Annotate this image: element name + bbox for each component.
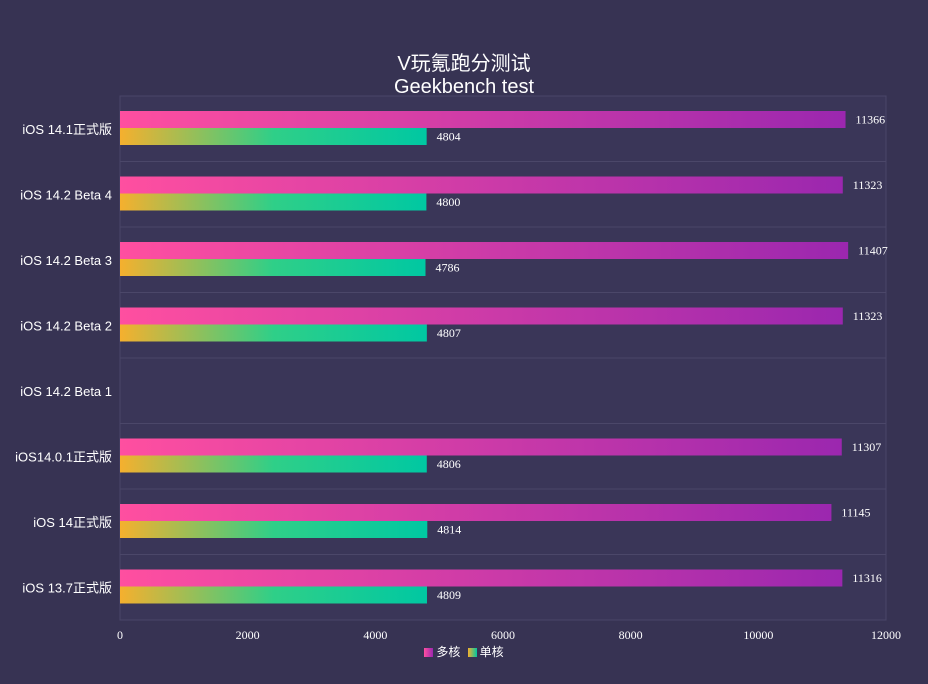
legend: 多核 单核 — [0, 643, 928, 660]
x-tick-label: 2000 — [236, 628, 260, 642]
bar-multi-core[interactable] — [120, 176, 843, 194]
value-label-single-core: 4800 — [436, 195, 460, 209]
value-label-multi-core: 11366 — [856, 113, 886, 127]
bar-single-core[interactable] — [120, 259, 426, 276]
y-category-label: iOS 14.2 Beta 4 — [20, 187, 112, 202]
value-label-single-core: 4809 — [437, 588, 461, 602]
legend-swatch-single — [467, 648, 477, 657]
value-label-single-core: 4804 — [437, 130, 461, 144]
x-tick-label: 0 — [117, 628, 123, 642]
y-category-label: iOS 13.7正式版 — [22, 580, 112, 595]
bar-single-core[interactable] — [120, 324, 427, 342]
bar-multi-core[interactable] — [120, 504, 832, 521]
y-category-label: iOS14.0.1正式版 — [15, 449, 112, 464]
bar-multi-core[interactable] — [120, 307, 843, 325]
chart-subtitle: Geekbench test — [393, 76, 535, 98]
bar-multi-core[interactable] — [120, 569, 843, 587]
y-category-label: iOS 14正式版 — [33, 515, 112, 530]
bar-single-core[interactable] — [120, 455, 427, 473]
value-label-single-core: 4807 — [437, 326, 461, 340]
chart-title: V玩氪跑分测试 — [397, 53, 531, 75]
y-category-label: iOS 14.1正式版 — [22, 122, 112, 137]
bar-multi-core[interactable] — [120, 242, 849, 259]
bar-multi-core[interactable] — [120, 438, 842, 456]
x-tick-label: 4000 — [363, 628, 387, 642]
x-tick-label: 10000 — [743, 628, 773, 642]
bar-single-core[interactable] — [120, 521, 428, 538]
value-label-multi-core: 11323 — [853, 178, 883, 192]
value-label-single-core: 4814 — [437, 523, 461, 537]
x-tick-label: 6000 — [491, 628, 515, 642]
bar-single-core[interactable] — [120, 128, 427, 145]
value-label-multi-core: 11145 — [841, 506, 870, 520]
legend-item-multi[interactable]: 多核 — [424, 645, 463, 659]
bar-single-core[interactable] — [120, 586, 427, 604]
value-label-multi-core: 11307 — [852, 440, 882, 454]
bar-multi-core[interactable] — [120, 111, 846, 128]
y-category-label: iOS 14.2 Beta 3 — [20, 253, 112, 268]
legend-item-single[interactable]: 单核 — [467, 645, 504, 659]
value-label-multi-core: 11407 — [858, 244, 888, 258]
value-label-multi-core: 11323 — [853, 309, 883, 323]
legend-swatch-multi — [424, 648, 434, 657]
x-tick-label: 8000 — [619, 628, 643, 642]
value-label-single-core: 4786 — [436, 261, 460, 275]
legend-label-multi: 多核 — [436, 645, 461, 659]
value-label-single-core: 4806 — [437, 457, 461, 471]
y-category-label: iOS 14.2 Beta 1 — [20, 384, 112, 399]
legend-label-single: 单核 — [479, 645, 504, 659]
x-tick-label: 12000 — [871, 628, 901, 642]
y-category-label: iOS 14.2 Beta 2 — [20, 318, 112, 333]
bar-single-core[interactable] — [120, 193, 427, 211]
value-label-multi-core: 11316 — [852, 571, 882, 585]
